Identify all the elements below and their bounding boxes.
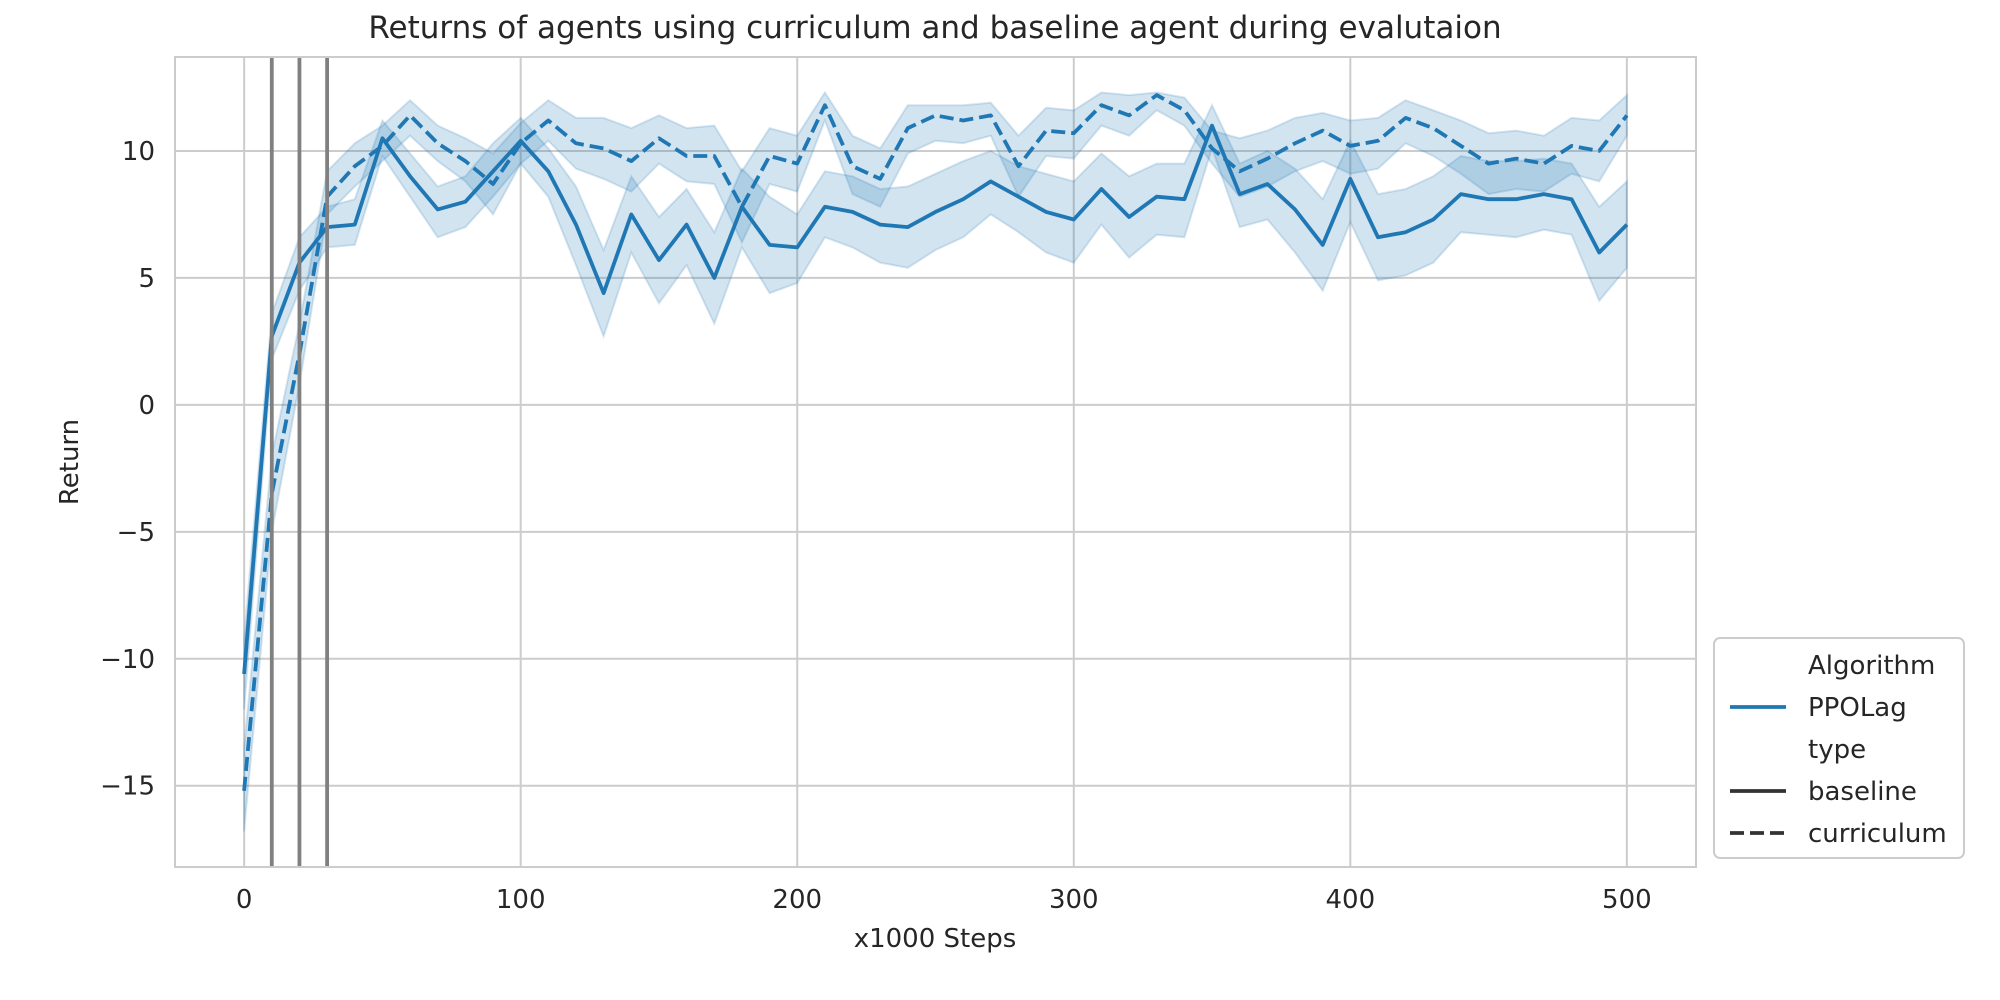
legend-label: curriculum xyxy=(1808,819,1947,849)
band-curriculum xyxy=(243,90,1628,832)
legend-items: Algorithm PPOLag type baseline curriculum xyxy=(1730,651,1947,849)
legend-header: Algorithm xyxy=(1808,651,1935,681)
plot-frame xyxy=(174,56,1697,868)
y-tick-label: −5 xyxy=(117,518,155,548)
x-tick-label: 100 xyxy=(496,885,546,915)
grid xyxy=(175,57,1696,867)
legend-label: PPOLag xyxy=(1808,693,1907,723)
legend-label: baseline xyxy=(1808,777,1917,807)
confidence-bands xyxy=(243,90,1628,832)
y-tick-label: 10 xyxy=(122,137,155,167)
x-tick-labels: 0 100 200 300 400 500 xyxy=(236,885,1652,915)
legend: Algorithm PPOLag type baseline curriculum xyxy=(1713,637,1965,859)
band-baseline xyxy=(243,102,1628,710)
legend-header: type xyxy=(1808,735,1866,765)
y-axis-label: Return xyxy=(55,419,85,505)
series-lines xyxy=(242,93,1629,791)
y-tick-label: −10 xyxy=(100,645,155,675)
x-tick-label: 300 xyxy=(1049,885,1099,915)
chart-title: Returns of agents using curriculum and b… xyxy=(368,10,1501,46)
x-tick-label: 200 xyxy=(772,885,822,915)
x-tick-label: 0 xyxy=(236,885,253,915)
y-tick-labels: −15 −10 −5 0 5 10 xyxy=(100,137,155,802)
series-line-baseline xyxy=(242,123,1629,675)
x-tick-label: 400 xyxy=(1325,885,1375,915)
y-tick-label: −15 xyxy=(100,772,155,802)
series-line-curriculum xyxy=(242,93,1629,791)
x-tick-label: 500 xyxy=(1602,885,1652,915)
y-tick-label: 0 xyxy=(138,391,155,421)
y-tick-label: 5 xyxy=(138,264,155,294)
legend-box xyxy=(1713,637,1965,859)
curriculum-vertical-lines xyxy=(269,57,330,867)
x-axis-label: x1000 Steps xyxy=(854,924,1017,954)
